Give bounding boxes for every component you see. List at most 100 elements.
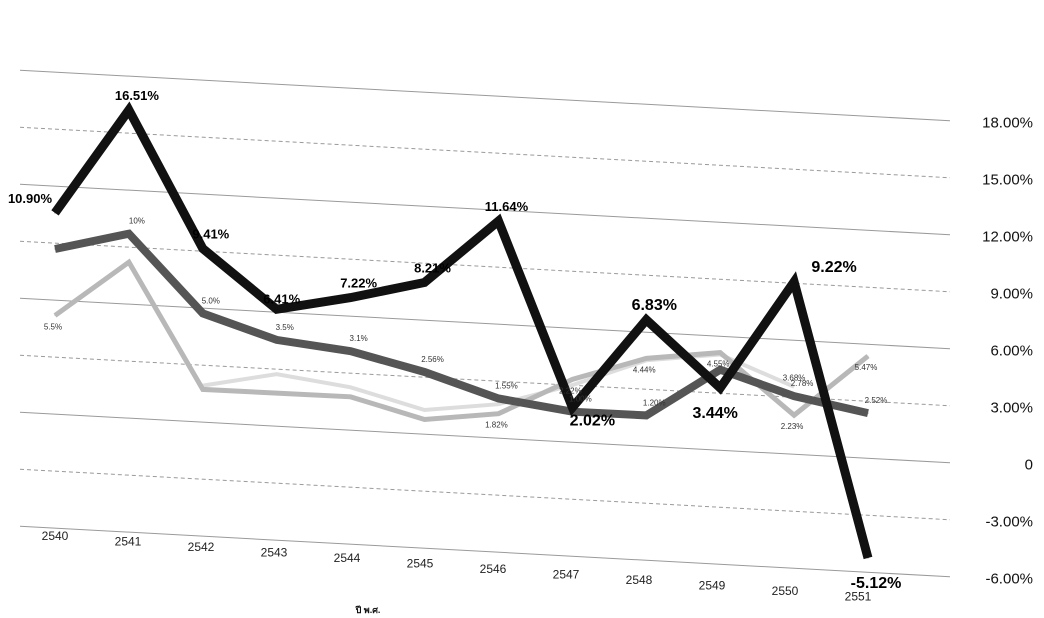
data-point <box>54 212 56 214</box>
data-point <box>719 352 721 354</box>
grid-line <box>19 354 951 407</box>
x-axis-label: ปี พ.ศ. <box>354 605 380 615</box>
data-point <box>276 308 278 310</box>
data-label: 6.83% <box>632 297 677 314</box>
x-tick-label: 2546 <box>480 562 507 576</box>
data-point <box>867 412 869 414</box>
data-point <box>350 386 352 388</box>
data-point <box>793 281 795 283</box>
x-tick-label: 2542 <box>188 540 215 554</box>
data-point <box>645 414 647 416</box>
x-tick-label: 2547 <box>553 568 580 582</box>
data-label: 10% <box>129 217 145 226</box>
data-label: 9.22% <box>811 259 856 276</box>
data-point <box>793 386 795 388</box>
data-label: 3.68% <box>783 374 806 383</box>
series-line <box>51 101 873 560</box>
data-point <box>497 397 499 399</box>
x-tick-label: 2550 <box>772 584 799 598</box>
data-label: 1.82% <box>485 421 508 430</box>
data-point <box>497 413 499 415</box>
data-label: 1.00% <box>569 395 592 404</box>
data-label: 2.22% <box>559 386 582 395</box>
data-labels: 10.90% 16.51% 9.41% 6.41% 7.22% 8.21% 11.64% 2.… <box>8 88 901 592</box>
x-tick-label: 2549 <box>699 579 726 593</box>
data-label: 8.21% <box>414 260 451 275</box>
data-label: 4.44% <box>633 365 656 374</box>
y-tick-label: 0 <box>1025 456 1033 473</box>
data-point <box>276 392 278 394</box>
y-axis-ticks: -6.00% -3.00% 0 3.00% 6.00% 9.00% 12.00% 15.00%… <box>982 114 1033 587</box>
data-point <box>793 395 795 397</box>
data-point <box>350 350 352 352</box>
data-label: 3.44% <box>692 405 737 422</box>
data-point <box>497 220 499 222</box>
grid-line <box>19 468 951 521</box>
data-point <box>202 312 204 314</box>
data-label: 3.5% <box>276 323 294 332</box>
data-label: 1.20% <box>643 398 666 407</box>
data-point <box>54 315 56 316</box>
series-line <box>54 229 869 420</box>
data-point <box>645 319 647 321</box>
data-point <box>128 109 130 111</box>
y-tick-label: 3.00% <box>990 399 1033 416</box>
data-label: 11.64% <box>485 199 529 214</box>
data-point <box>202 248 204 250</box>
x-tick-label: 2543 <box>261 546 288 560</box>
grid-line <box>19 297 951 350</box>
data-point <box>793 414 795 416</box>
grid-line <box>19 411 951 464</box>
data-point <box>276 373 278 375</box>
data-label: 2.23% <box>781 422 804 431</box>
data-label: -5.12% <box>851 575 902 592</box>
data-point <box>571 384 573 386</box>
data-point <box>424 371 426 373</box>
data-label: 7.22% <box>340 276 377 291</box>
data-point <box>276 339 278 341</box>
y-tick-label: 9.00% <box>990 285 1033 302</box>
data-point <box>571 406 573 408</box>
data-label: 5.5% <box>44 323 62 332</box>
data-label: 2.52% <box>865 396 888 405</box>
data-point <box>202 388 204 390</box>
grid-line <box>19 69 951 122</box>
data-label: 2.56% <box>421 355 444 364</box>
y-tick-label: -3.00% <box>985 513 1033 530</box>
data-point <box>497 403 499 405</box>
grid-line <box>19 525 951 578</box>
grid-line <box>19 126 951 179</box>
data-point <box>350 297 352 299</box>
data-point <box>350 396 352 398</box>
x-tick-label: 2540 <box>42 529 69 543</box>
y-tick-label: -6.00% <box>985 570 1033 587</box>
data-label: 5.47% <box>855 363 878 372</box>
data-label: 16.51% <box>115 88 160 103</box>
x-tick-label: 2548 <box>626 573 653 587</box>
data-label: 4.55% <box>707 360 730 369</box>
data-label: 3.1% <box>350 334 368 343</box>
data-point <box>424 409 426 411</box>
data-point <box>424 418 426 420</box>
x-tick-label: 2545 <box>407 557 434 571</box>
x-tick-label: 2544 <box>334 551 361 565</box>
data-label: 2.78% <box>791 379 814 388</box>
data-point <box>867 355 869 357</box>
y-tick-label: 15.00% <box>982 171 1033 188</box>
x-tick-label: 2541 <box>115 535 142 549</box>
data-point <box>719 387 721 389</box>
data-point <box>128 261 130 263</box>
x-tick-label: 2551 <box>845 590 872 604</box>
data-label: 1.55% <box>495 381 518 390</box>
data-point <box>54 248 56 250</box>
y-tick-label: 6.00% <box>990 342 1033 359</box>
x-axis-ticks: 2540 2541 2542 2543 2544 2545 2546 2547 2548 2549… <box>42 529 872 604</box>
data-point <box>571 378 573 380</box>
data-label: 9.41% <box>192 227 229 242</box>
data-point <box>645 357 647 359</box>
data-point <box>719 369 721 371</box>
data-label: 5.0% <box>202 296 220 305</box>
data-point <box>128 233 130 235</box>
data-label: 6.41% <box>263 291 300 306</box>
